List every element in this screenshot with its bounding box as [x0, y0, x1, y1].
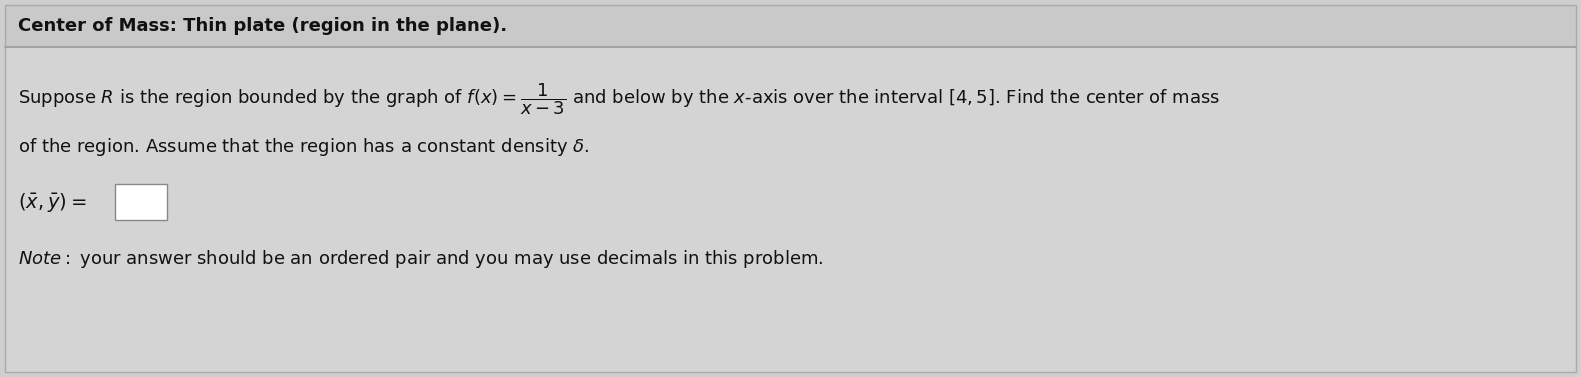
Bar: [5, 5, 1576, 47]
Bar: [5, 47, 1576, 372]
Text: of the region. Assume that the region has a constant density $\delta$.: of the region. Assume that the region ha…: [17, 136, 590, 158]
Text: Suppose $R$ is the region bounded by the graph of $f(x) = \dfrac{1}{x-3}$ and be: Suppose $R$ is the region bounded by the…: [17, 81, 1221, 117]
Bar: [115, 184, 168, 220]
Text: $(\bar{x}, \bar{y}) =$: $(\bar{x}, \bar{y}) =$: [17, 190, 87, 213]
Text: $\mathit{Note:}$ your answer should be an ordered pair and you may use decimals : $\mathit{Note:}$ your answer should be a…: [17, 248, 824, 270]
Text: Center of Mass: Thin plate (region in the plane).: Center of Mass: Thin plate (region in th…: [17, 17, 508, 35]
